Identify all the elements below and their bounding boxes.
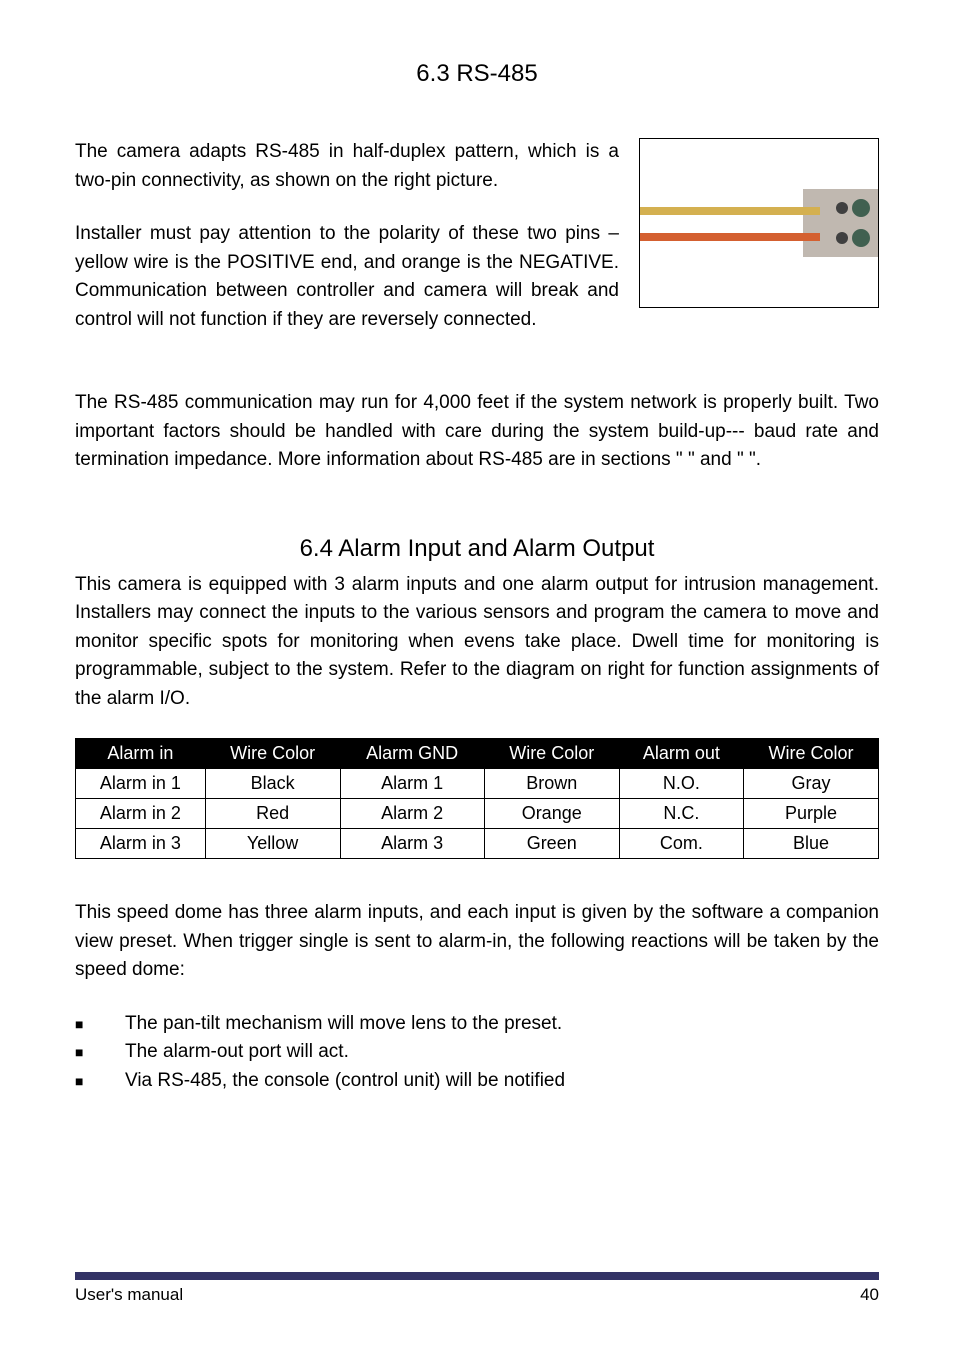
bullet-item-2: The alarm-out port will act. (75, 1038, 879, 1067)
rs485-text-column: The camera adapts RS-485 in half-duplex … (75, 138, 619, 359)
table-cell: Orange (484, 799, 619, 829)
rs485-para1: The camera adapts RS-485 in half-duplex … (75, 138, 619, 195)
table-cell: Red (205, 799, 340, 829)
table-cell: Green (484, 829, 619, 859)
table-cell: N.C. (619, 799, 743, 829)
bullet-item-1: The pan-tilt mechanism will move lens to… (75, 1010, 879, 1039)
connector-pin-1 (852, 199, 870, 217)
table-cell: Yellow (205, 829, 340, 859)
footer-page-number: 40 (860, 1285, 879, 1305)
table-cell: Blue (744, 829, 879, 859)
th-alarm-in: Alarm in (76, 739, 206, 769)
orange-wire (640, 233, 820, 241)
th-wire-color-3: Wire Color (744, 739, 879, 769)
yellow-wire (640, 207, 820, 215)
table-cell: Alarm 1 (340, 769, 484, 799)
th-wire-color-2: Wire Color (484, 739, 619, 769)
th-alarm-out: Alarm out (619, 739, 743, 769)
table-cell: N.O. (619, 769, 743, 799)
wire-connector-image (639, 138, 879, 308)
table-row: Alarm in 3 Yellow Alarm 3 Green Com. Blu… (76, 829, 879, 859)
bullet-list: The pan-tilt mechanism will move lens to… (75, 1010, 879, 1096)
section-title-rs485: 6.3 RS-485 (75, 60, 879, 88)
rs485-para2: Installer must pay attention to the pola… (75, 220, 619, 334)
footer-bar (75, 1272, 879, 1280)
table-header-row: Alarm in Wire Color Alarm GND Wire Color… (76, 739, 879, 769)
table-cell: Black (205, 769, 340, 799)
table-cell: Alarm in 3 (76, 829, 206, 859)
alarm-table: Alarm in Wire Color Alarm GND Wire Color… (75, 738, 879, 859)
rs485-para3: The RS-485 communication may run for 4,0… (75, 389, 879, 475)
connector-hole-2 (836, 232, 848, 244)
th-alarm-gnd: Alarm GND (340, 739, 484, 769)
alarm-para2: This speed dome has three alarm inputs, … (75, 899, 879, 985)
table-cell: Alarm 2 (340, 799, 484, 829)
connector-block (803, 189, 878, 257)
table-cell: Alarm in 2 (76, 799, 206, 829)
table-cell: Alarm in 1 (76, 769, 206, 799)
table-row: Alarm in 1 Black Alarm 1 Brown N.O. Gray (76, 769, 879, 799)
table-cell: Com. (619, 829, 743, 859)
th-wire-color-1: Wire Color (205, 739, 340, 769)
table-row: Alarm in 2 Red Alarm 2 Orange N.C. Purpl… (76, 799, 879, 829)
table-cell: Alarm 3 (340, 829, 484, 859)
footer-left: User's manual (75, 1285, 183, 1305)
footer-text: User's manual 40 (75, 1285, 879, 1305)
table-cell: Purple (744, 799, 879, 829)
section-title-alarm: 6.4 Alarm Input and Alarm Output (75, 535, 879, 563)
rs485-content-row: The camera adapts RS-485 in half-duplex … (75, 138, 879, 359)
page-footer: User's manual 40 (75, 1272, 879, 1305)
rs485-image-column (639, 138, 879, 359)
connector-hole-1 (836, 202, 848, 214)
table-cell: Brown (484, 769, 619, 799)
table-cell: Gray (744, 769, 879, 799)
connector-pin-2 (852, 229, 870, 247)
bullet-item-3: Via RS-485, the console (control unit) w… (75, 1067, 879, 1096)
alarm-para1: This camera is equipped with 3 alarm inp… (75, 571, 879, 714)
